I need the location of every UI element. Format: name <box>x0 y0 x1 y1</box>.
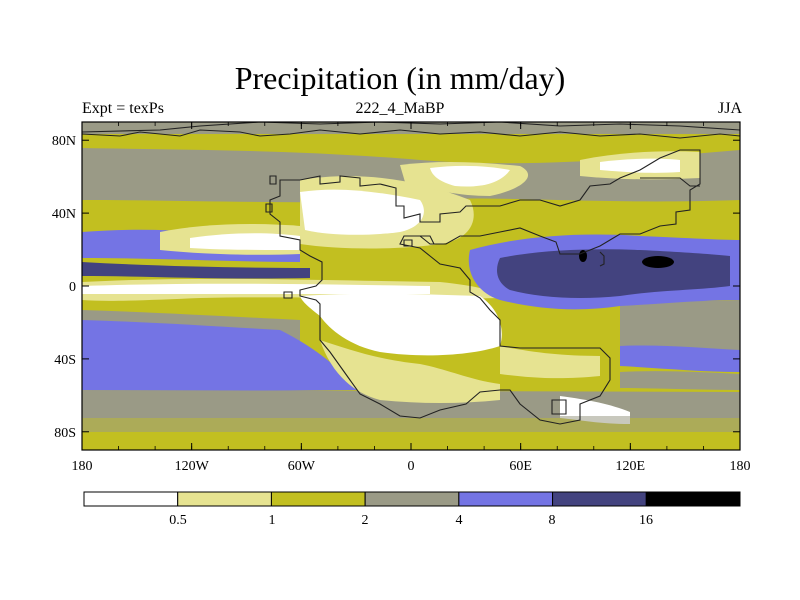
y-axis-ticks <box>82 139 740 433</box>
x-axis-ticks <box>81 122 741 450</box>
colorbar-swatch <box>552 491 647 507</box>
period-label: 222_4_MaBP <box>355 100 445 117</box>
x-tick-label: 0 <box>408 459 415 474</box>
y-tick-label: 40S <box>54 353 76 368</box>
x-tick-label: 120E <box>616 459 646 474</box>
colorbar-labels: 0.5 1 2 4 8 16 <box>169 513 653 528</box>
season-label: JJA <box>717 100 742 117</box>
colorbar-label: 0.5 <box>169 513 187 528</box>
x-tick-label: 60W <box>288 459 316 474</box>
x-tick-label: 180 <box>72 459 93 474</box>
x-tick-label: 180 <box>730 459 751 474</box>
colorbar-swatch <box>364 491 460 507</box>
colorbar-swatch <box>270 491 366 507</box>
x-axis-labels: 180 120W 60W 0 60E 120E 180 <box>72 459 751 474</box>
colorbar-swatch <box>83 491 179 507</box>
colorbar-label: 8 <box>549 513 556 528</box>
y-tick-label: 80N <box>52 134 76 149</box>
colorbar-label: 16 <box>639 513 653 528</box>
plot-title: Precipitation (in mm/day) <box>234 60 566 96</box>
y-axis-labels: 80N 40N 0 40S 80S <box>52 134 76 441</box>
y-tick-label: 40N <box>52 207 76 222</box>
colorbar-swatch <box>177 491 272 507</box>
colorbar-label: 1 <box>269 513 276 528</box>
colorbar-label: 4 <box>456 513 463 528</box>
x-tick-label: 120W <box>175 459 210 474</box>
colorbar <box>83 491 741 507</box>
colorbar-swatch <box>458 491 554 507</box>
y-tick-label: 80S <box>54 426 76 441</box>
y-tick-label: 0 <box>69 280 76 295</box>
experiment-label: Expt = texPs <box>82 100 164 117</box>
colorbar-swatch <box>645 491 741 507</box>
colorbar-label: 2 <box>362 513 369 528</box>
x-tick-label: 60E <box>509 459 532 474</box>
precipitation-field <box>82 122 740 450</box>
